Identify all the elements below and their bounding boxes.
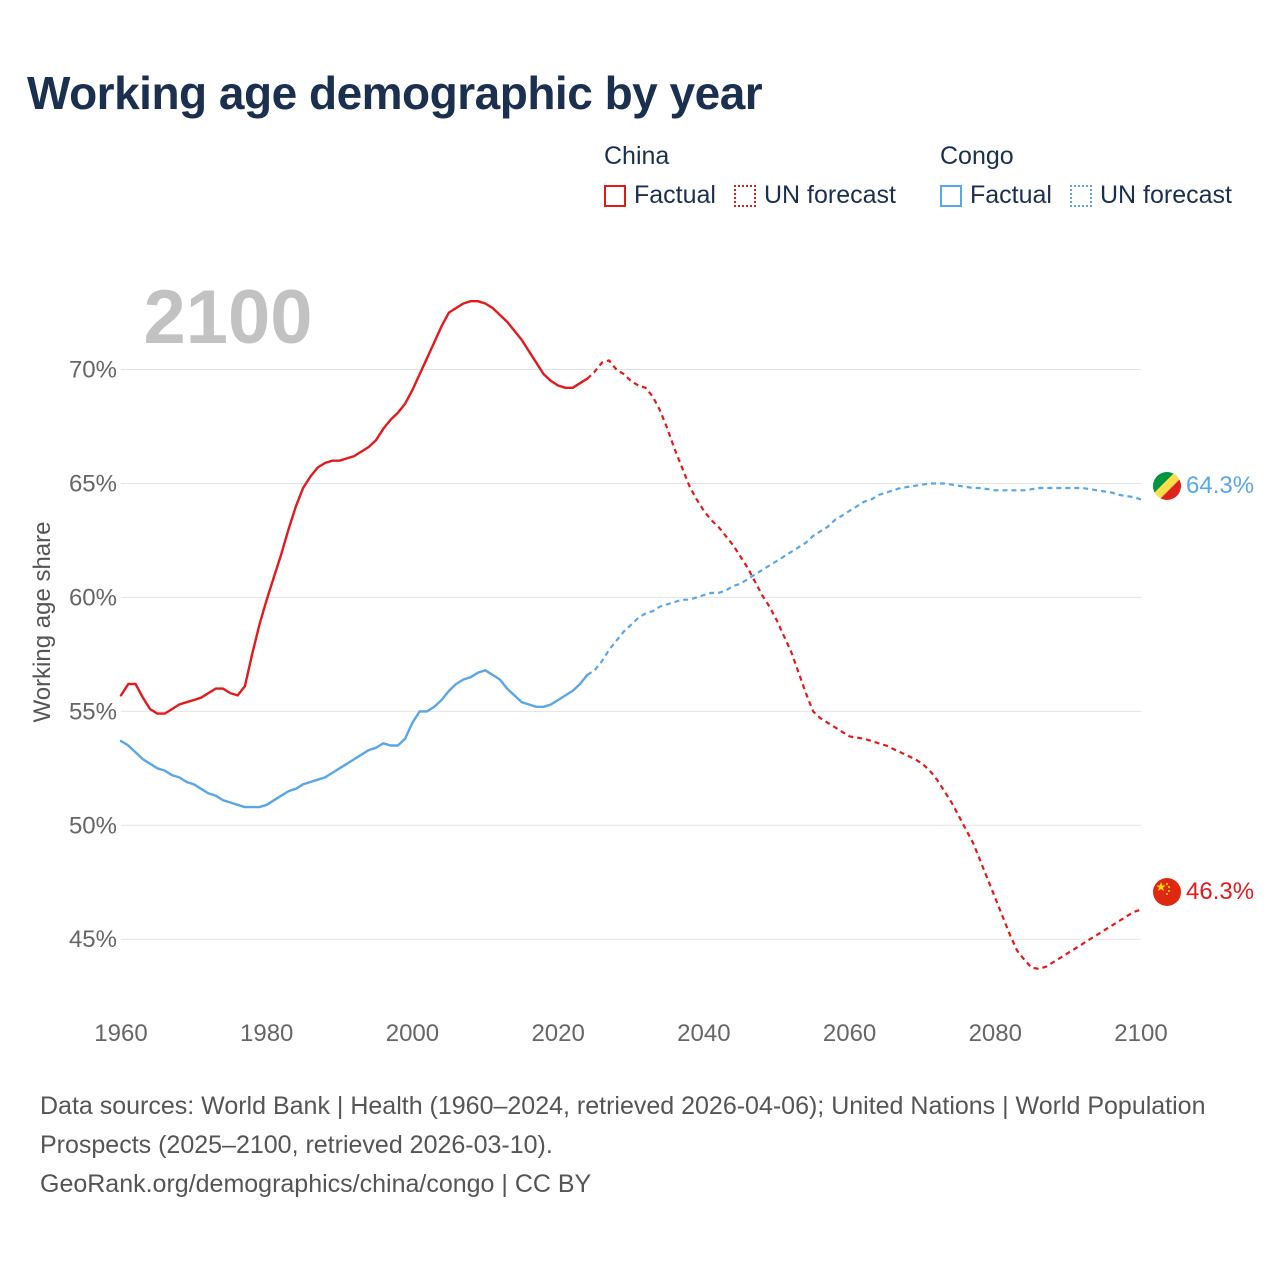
y-tick-label: 65% [69, 470, 117, 497]
y-tick-label: 55% [69, 698, 117, 725]
x-tick-label: 2100 [1114, 1020, 1167, 1047]
congo-end-value-label: 64.3% [1186, 472, 1254, 499]
china-forecast-line [586, 359, 1142, 970]
y-axis-label: Working age share [29, 522, 56, 723]
legend-swatch-solid [940, 184, 962, 207]
legend-china-factual[interactable]: Factual [604, 181, 716, 210]
y-tick-label: 45% [69, 926, 117, 953]
x-tick-label: 2040 [677, 1020, 730, 1047]
chart-title: Working age demographic by year [27, 67, 763, 119]
legend-congo-factual[interactable]: Factual [940, 181, 1052, 210]
x-tick-label: 2080 [969, 1020, 1022, 1047]
legend-swatch-dotted [733, 184, 756, 207]
legend-label: UN forecast [1099, 181, 1232, 209]
legend-swatch-dotted [1069, 184, 1092, 207]
series-layer [119, 300, 1142, 970]
grid-layer: 45% 50% 55% 60% 65% 70% 1960 1980 2000 2020 2040 20… [69, 357, 1168, 1047]
china-flag-icon [1153, 878, 1181, 906]
x-tick-label: 2060 [823, 1020, 876, 1047]
line-chart: 45% 50% 55% 60% 65% 70% 1960 1980 2000 2020 2040 20… [29, 275, 1254, 1047]
china-factual-line [119, 300, 589, 715]
legend-group-name: China [604, 142, 670, 170]
attribution-link[interactable]: GeoRank.org/demographics/china/congo | C… [40, 1170, 592, 1198]
legend-group-china: China Factual UN forecast [604, 142, 914, 210]
x-tick-label: 1980 [240, 1020, 293, 1047]
legend-swatch-solid [604, 184, 626, 207]
legend-label: Factual [634, 181, 716, 209]
y-tick-label: 60% [69, 584, 117, 611]
legend-group-name: Congo [940, 142, 1014, 170]
legend-group-congo: Congo Factual UN forecast [940, 142, 1232, 210]
congo-flag-icon [1153, 472, 1181, 500]
x-tick-label: 2000 [386, 1020, 439, 1047]
y-tick-label: 50% [69, 812, 117, 839]
congo-forecast-line [586, 482, 1142, 676]
china-end-value-label: 46.3% [1186, 878, 1254, 905]
y-tick-label: 70% [69, 357, 117, 384]
year-watermark: 2100 [143, 275, 312, 360]
x-tick-label: 1960 [94, 1020, 147, 1047]
legend-china-forecast[interactable]: UN forecast [733, 181, 896, 210]
footer: Data sources: World Bank | Health (1960–… [40, 1087, 1220, 1204]
legend-congo-forecast[interactable]: UN forecast [1069, 181, 1232, 210]
x-tick-label: 2020 [531, 1020, 584, 1047]
data-sources-text: Data sources: World Bank | Health (1960–… [40, 1092, 1206, 1159]
congo-factual-line [119, 669, 589, 809]
legend-label: Factual [970, 181, 1052, 209]
legend-label: UN forecast [763, 181, 896, 209]
